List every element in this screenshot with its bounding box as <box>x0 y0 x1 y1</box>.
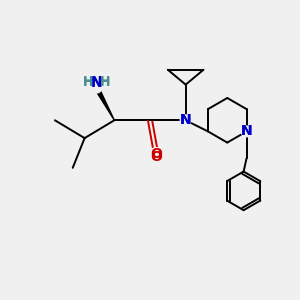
Text: H: H <box>82 76 93 89</box>
Text: N: N <box>180 113 191 127</box>
Text: O: O <box>150 148 162 161</box>
Circle shape <box>151 148 161 158</box>
Text: H: H <box>83 74 93 88</box>
Circle shape <box>180 115 191 126</box>
Polygon shape <box>94 86 114 120</box>
Text: N: N <box>180 113 191 127</box>
Text: H: H <box>100 76 111 89</box>
Text: N: N <box>91 76 102 90</box>
Circle shape <box>91 82 102 93</box>
Text: N: N <box>241 124 252 138</box>
Text: N: N <box>241 124 252 138</box>
Text: O: O <box>150 149 162 164</box>
Text: H: H <box>100 74 110 88</box>
Circle shape <box>241 126 252 137</box>
Text: N: N <box>91 75 102 89</box>
